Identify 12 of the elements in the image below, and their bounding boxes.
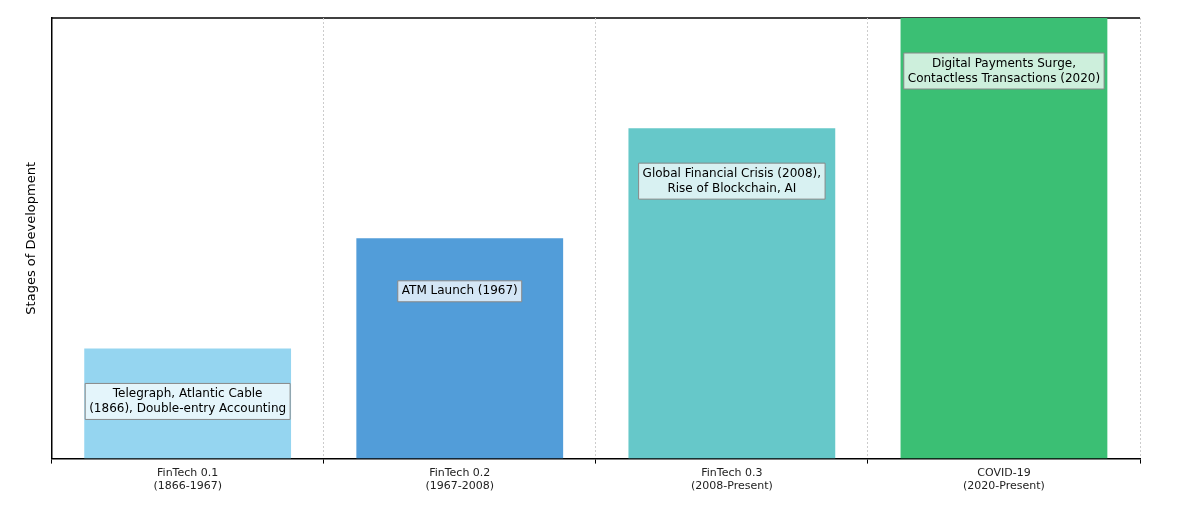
x-tick-label: COVID-19 (2020-Present) (963, 466, 1045, 493)
x-tick-label: FinTech 0.1 (1866-1967) (153, 466, 222, 493)
annotation: Digital Payments Surge, Contactless Transactions (2020) (907, 55, 1101, 85)
annotation: Telegraph, Atlantic Cable (1866), Double-entry Accounting (89, 386, 287, 416)
bar (356, 238, 564, 459)
annotation: Global Financial Crisis (2008), Rise of Blockchain, AI (642, 165, 822, 195)
x-tick-label: FinTech 0.3 (2008-Present) (690, 466, 773, 493)
bar (900, 18, 1108, 459)
annotation: ATM Launch (1967) (401, 283, 518, 298)
bar (628, 128, 836, 459)
y-axis-title: Stages of Development (23, 161, 39, 315)
x-tick-label: FinTech 0.2 (1967-2008) (425, 466, 495, 493)
